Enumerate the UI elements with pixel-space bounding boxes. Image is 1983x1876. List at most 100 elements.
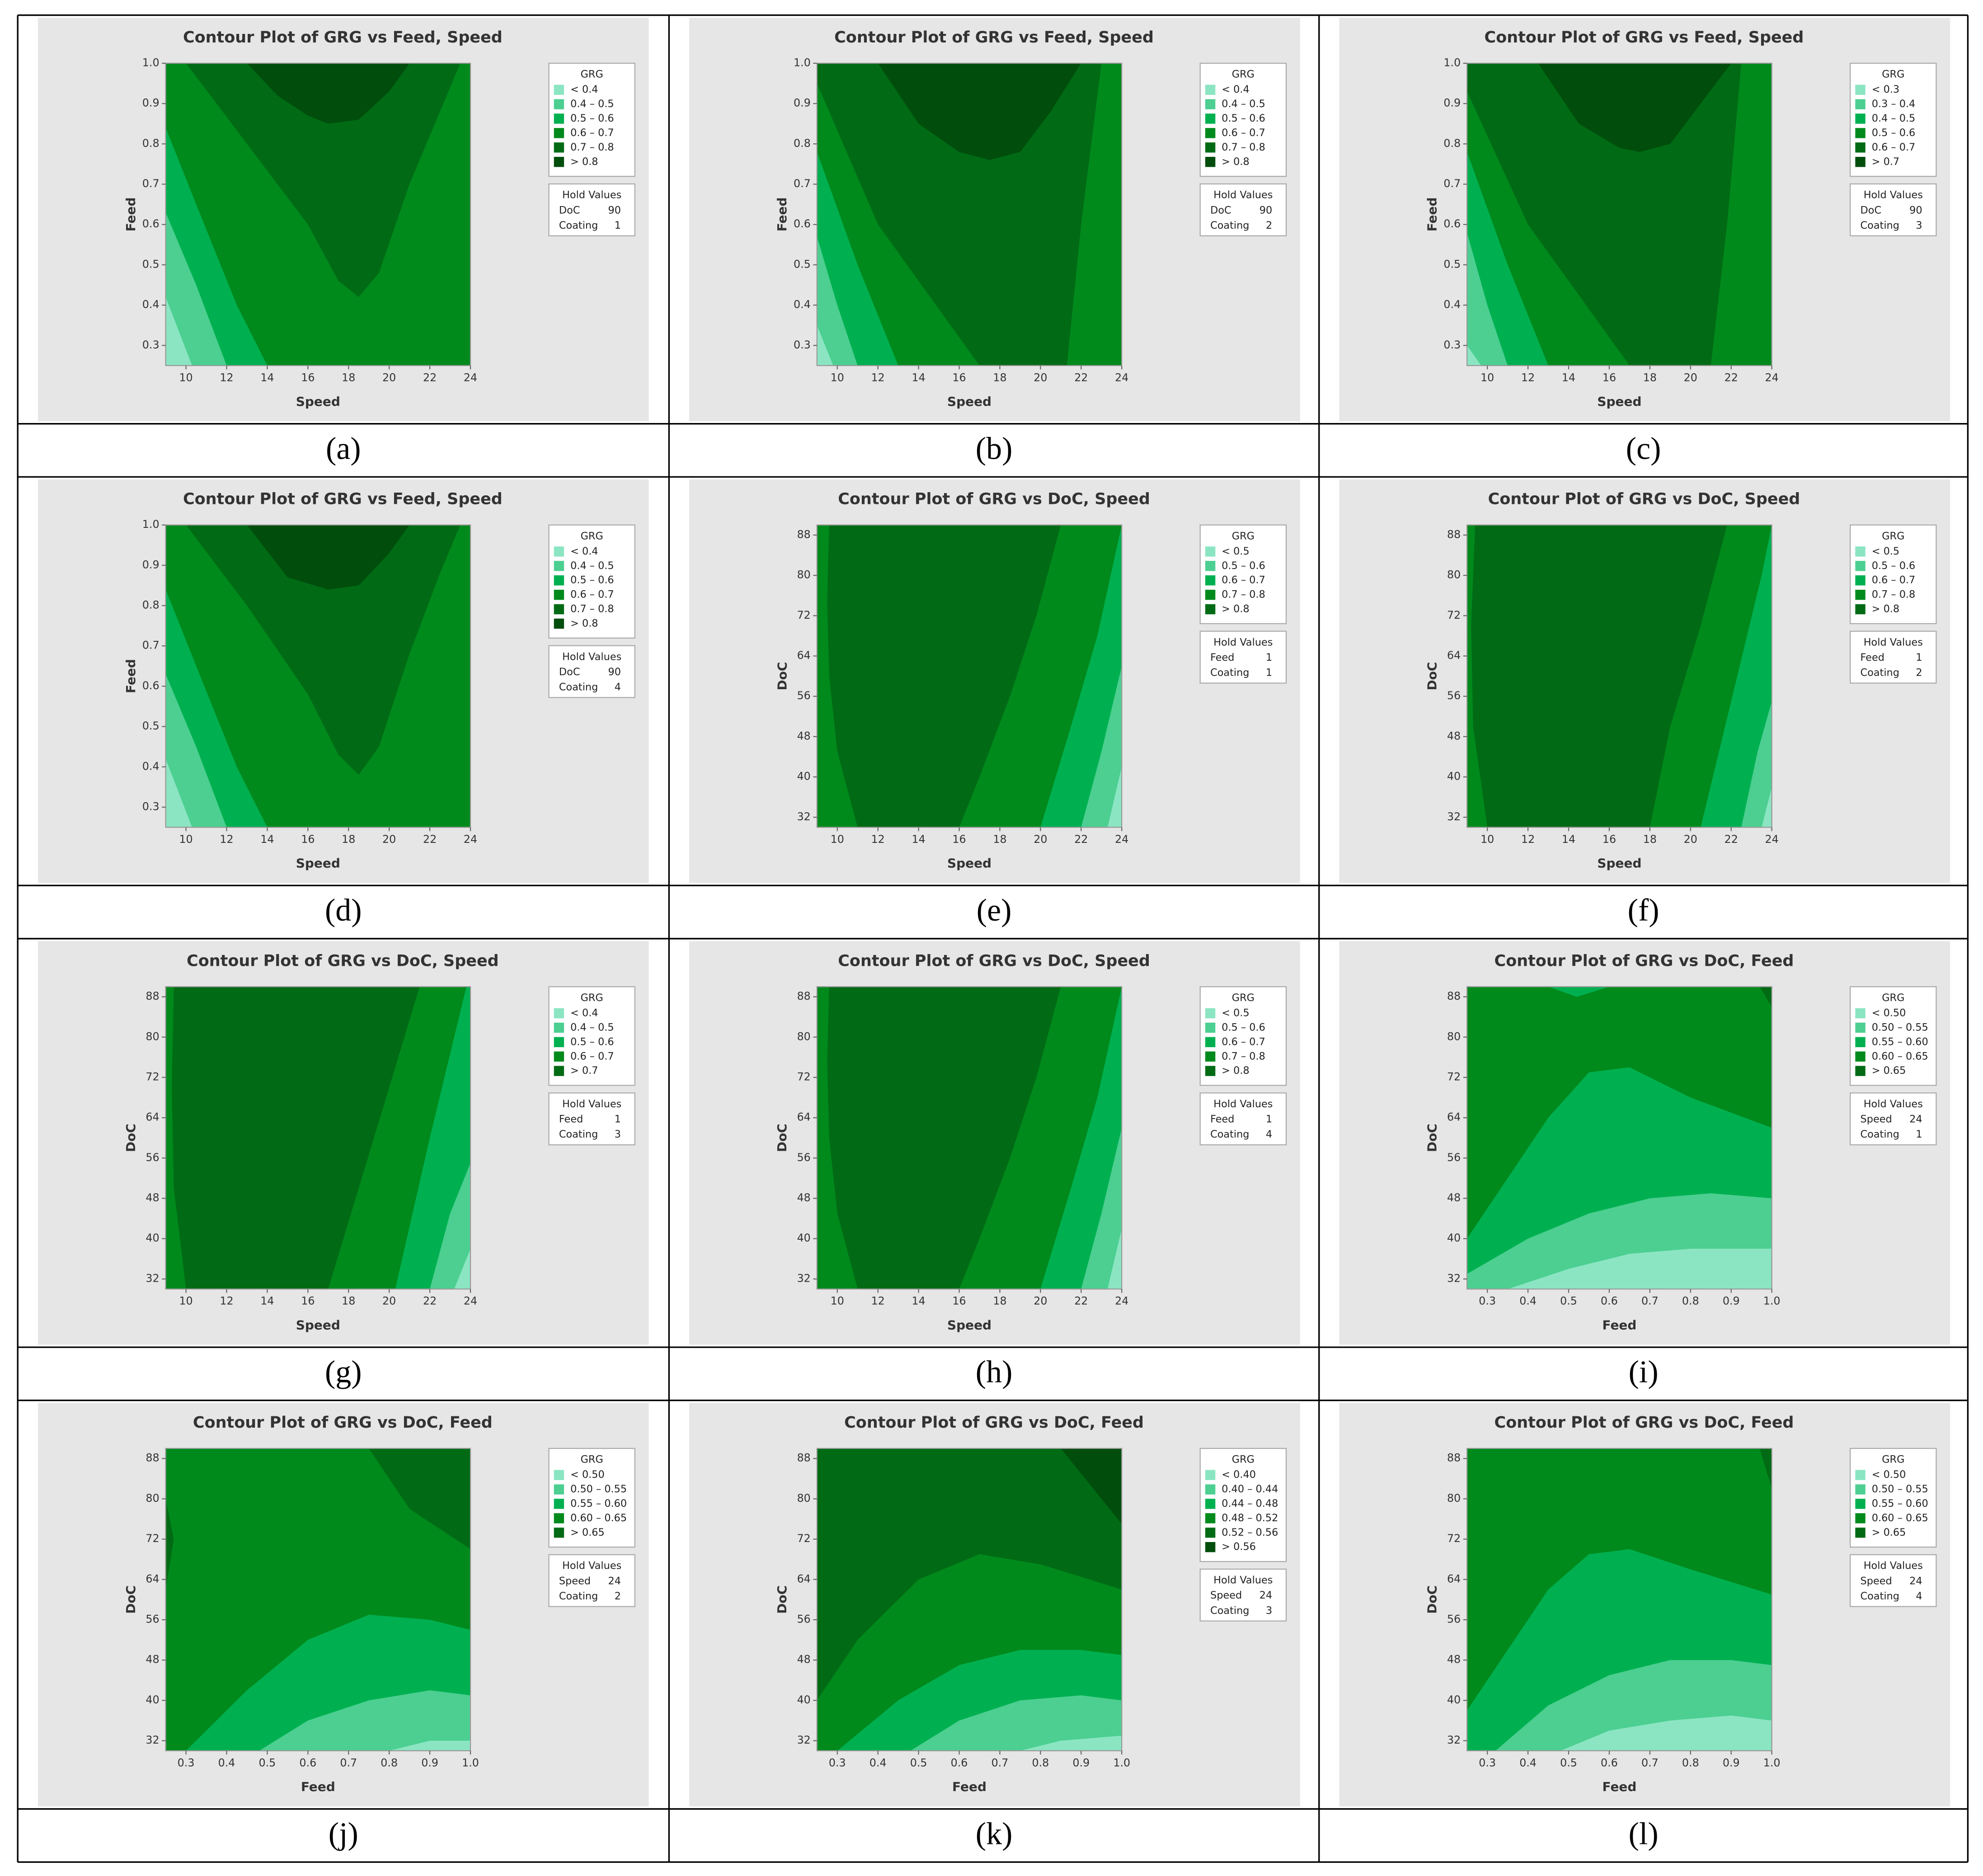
legend-swatch	[554, 1528, 564, 1538]
y-tick-label: 0.6	[142, 217, 160, 230]
x-axis-label: Speed	[1597, 856, 1641, 871]
panel-label: (c)	[1626, 431, 1661, 466]
y-axis-label: DoC	[1425, 662, 1440, 691]
legend-title: GRG	[581, 1454, 603, 1466]
x-tick-label: 0.6	[1601, 1295, 1618, 1307]
legend-swatch	[1855, 142, 1866, 153]
y-tick-label: 0.5	[794, 258, 811, 270]
legend-swatch	[1205, 604, 1216, 615]
contour-area	[165, 987, 471, 1289]
x-tick-label: 14	[912, 371, 925, 384]
x-tick-label: 0.3	[1479, 1295, 1496, 1307]
x-tick-label: 18	[993, 371, 1006, 384]
legend-label: < 0.4	[570, 84, 598, 95]
hold-name: Coating	[559, 1590, 598, 1602]
legend-swatch	[554, 1484, 564, 1495]
y-tick-label: 72	[797, 1070, 811, 1083]
y-tick-label: 80	[1447, 1030, 1461, 1043]
chart-title: Contour Plot of GRG vs DoC, Speed	[187, 952, 499, 970]
legend-label: > 0.8	[570, 156, 598, 168]
y-tick-label: 48	[1447, 1653, 1461, 1666]
hold-title: Hold Values	[562, 1560, 621, 1572]
y-tick-label: 32	[797, 1272, 811, 1284]
x-tick-label: 0.4	[1519, 1295, 1537, 1307]
y-tick-label: 88	[146, 990, 159, 1002]
legend-swatch	[554, 546, 564, 557]
x-tick-label: 18	[342, 371, 355, 384]
contour-region	[1061, 1448, 1122, 1524]
hold-name: DoC	[1210, 204, 1231, 216]
legend-label: < 0.4	[570, 545, 598, 557]
y-tick-label: 32	[146, 1734, 159, 1746]
legend-label: 0.7 – 0.8	[570, 141, 614, 153]
legend-swatch	[554, 157, 564, 167]
y-tick-label: 56	[797, 689, 811, 702]
panel-label: (b)	[976, 431, 1013, 466]
hold-value: 1	[1266, 652, 1272, 663]
legend-title: GRG	[1232, 530, 1255, 542]
legend-label: > 0.65	[1872, 1065, 1906, 1077]
legend-swatch	[1855, 589, 1866, 600]
x-tick-label: 0.7	[992, 1756, 1009, 1769]
x-tick-label: 0.5	[1560, 1295, 1577, 1307]
legend-label: 0.7 – 0.8	[1222, 1050, 1265, 1062]
hold-value: 2	[1266, 220, 1272, 231]
legend-swatch	[1855, 113, 1866, 124]
x-tick-label: 0.5	[1560, 1756, 1577, 1769]
x-tick-label: 20	[1034, 371, 1047, 384]
hold-name: Coating	[1861, 1590, 1899, 1602]
x-tick-label: 24	[1765, 833, 1779, 846]
x-tick-label: 0.6	[951, 1756, 968, 1769]
x-tick-label: 10	[179, 833, 193, 846]
legend-swatch	[1205, 589, 1216, 600]
x-tick-label: 0.9	[421, 1756, 438, 1769]
y-tick-label: 0.3	[142, 800, 160, 813]
x-tick-label: 22	[1074, 1295, 1088, 1307]
x-tick-label: 18	[993, 833, 1006, 846]
y-tick-label: 40	[1447, 1693, 1461, 1706]
legend-label: 0.6 – 0.7	[570, 1050, 614, 1062]
legend-label: 0.6 – 0.7	[1872, 574, 1916, 586]
hold-title: Hold Values	[1864, 1560, 1923, 1572]
x-tick-label: 16	[301, 1295, 315, 1307]
contour-region	[827, 525, 1061, 828]
hold-box	[1199, 1568, 1287, 1622]
legend-swatch	[1855, 604, 1866, 615]
y-axis-label: DoC	[775, 1124, 789, 1152]
x-tick-label: 20	[1034, 1295, 1047, 1307]
y-tick-label: 32	[1447, 1734, 1461, 1746]
hold-value: 1	[1916, 1128, 1922, 1140]
legend-label: 0.3 – 0.4	[1872, 98, 1916, 110]
y-tick-label: 64	[1447, 649, 1461, 662]
y-tick-label: 40	[797, 1693, 811, 1706]
hold-value: 2	[615, 1590, 621, 1602]
x-axis-label: Speed	[296, 856, 340, 871]
panel-label: (i)	[1629, 1355, 1659, 1390]
legend-swatch	[1205, 1037, 1216, 1048]
y-tick-label: 88	[1447, 528, 1461, 541]
contour-region	[1560, 1715, 1772, 1751]
legend-swatch	[1205, 85, 1216, 95]
y-tick-label: 80	[797, 1030, 811, 1043]
x-axis-label: Speed	[296, 394, 340, 409]
y-tick-label: 48	[146, 1653, 159, 1666]
y-tick-label: 32	[146, 1272, 159, 1284]
legend-label: 0.60 – 0.65	[570, 1512, 627, 1524]
contour-area	[817, 525, 1122, 828]
y-tick-label: 1.0	[794, 56, 811, 69]
x-tick-label: 0.5	[259, 1756, 276, 1769]
contour-area	[817, 63, 1122, 366]
x-tick-label: 10	[1480, 833, 1494, 846]
legend-swatch	[1855, 157, 1866, 167]
contour-region	[817, 236, 858, 366]
legend-label: 0.6 – 0.7	[1222, 574, 1265, 586]
hold-box	[548, 183, 635, 236]
hold-name: Feed	[559, 1114, 583, 1125]
legend-swatch	[1855, 1528, 1866, 1538]
hold-box	[548, 1092, 635, 1146]
x-tick-label: 22	[1074, 371, 1088, 384]
x-tick-label: 14	[260, 371, 274, 384]
y-tick-label: 1.0	[142, 518, 160, 531]
x-tick-label: 12	[871, 371, 885, 384]
